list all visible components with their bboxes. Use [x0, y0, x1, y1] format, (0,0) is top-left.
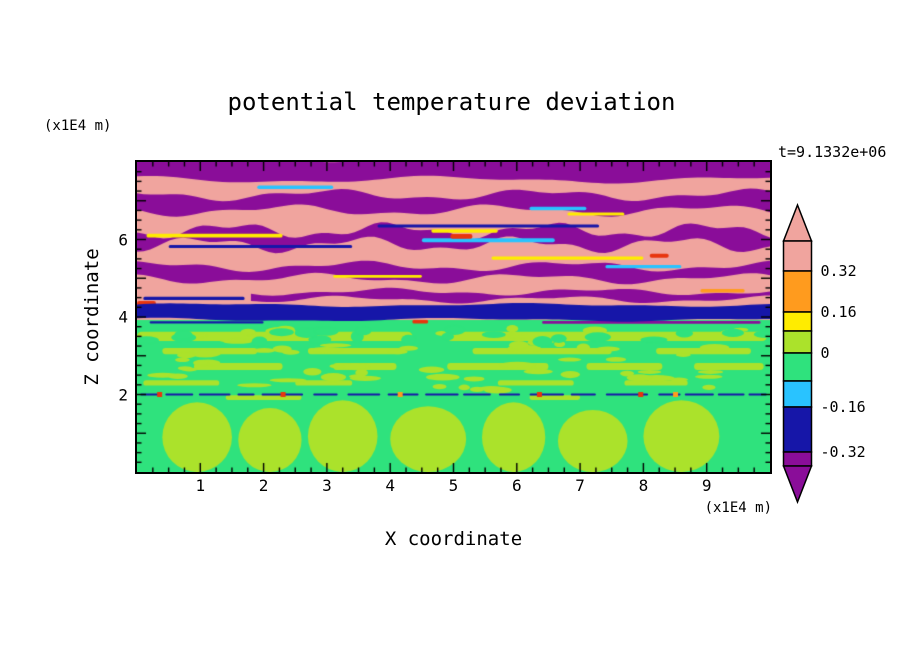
- chart-title: potential temperature deviation: [227, 88, 676, 116]
- x-tick-label: 5: [448, 476, 459, 495]
- colorbar-segment: [782, 352, 813, 382]
- y-tick-labels: 2 4 6: [96, 162, 128, 472]
- colorbar: 0.32 0.16 0 -0.16 -0.32: [782, 202, 897, 508]
- plot-area: [135, 160, 772, 474]
- x-tick-label: 1: [195, 476, 206, 495]
- x-tick-labels: 1 2 3 4 5 6 7 8 9: [137, 476, 770, 495]
- x-tick-label: 4: [385, 476, 396, 495]
- colorbar-segment: [782, 380, 813, 408]
- colorbar-segment: [782, 311, 813, 332]
- x-tick-label: 8: [638, 476, 649, 495]
- colorbar-label: -0.16: [821, 398, 866, 416]
- x-tick-label: 6: [511, 476, 522, 495]
- y-tick-label: 6: [118, 230, 128, 249]
- y-tick-label: 2: [118, 385, 128, 404]
- colorbar-svg: 0.32 0.16 0 -0.16 -0.32: [782, 202, 866, 505]
- y-axis-unit-label: (x1E4 m): [44, 118, 112, 134]
- colorbar-label: 0.32: [821, 262, 857, 280]
- colorbar-segment: [782, 270, 813, 313]
- colorbar-segment: [782, 240, 813, 272]
- contour-field: [137, 162, 770, 472]
- x-tick-label: 9: [701, 476, 712, 495]
- time-label: t=9.1332e+06: [778, 143, 887, 161]
- y-tick-label: 4: [118, 307, 128, 327]
- colorbar-label: -0.32: [821, 443, 866, 461]
- colorbar-segment: [782, 330, 813, 354]
- x-axis-title: X coordinate: [384, 528, 523, 550]
- x-axis-unit-label: (x1E4 m): [704, 500, 772, 516]
- colorbar-arrow-top: [782, 202, 813, 242]
- colorbar-segment: [782, 451, 813, 467]
- x-tick-label: 7: [575, 476, 585, 495]
- x-tick-label: 3: [322, 476, 332, 495]
- colorbar-segment: [782, 406, 813, 453]
- colorbar-arrow-bottom: [782, 465, 813, 505]
- x-tick-label: 2: [258, 476, 269, 495]
- colorbar-label: 0: [821, 344, 830, 362]
- colorbar-label: 0.16: [821, 303, 857, 321]
